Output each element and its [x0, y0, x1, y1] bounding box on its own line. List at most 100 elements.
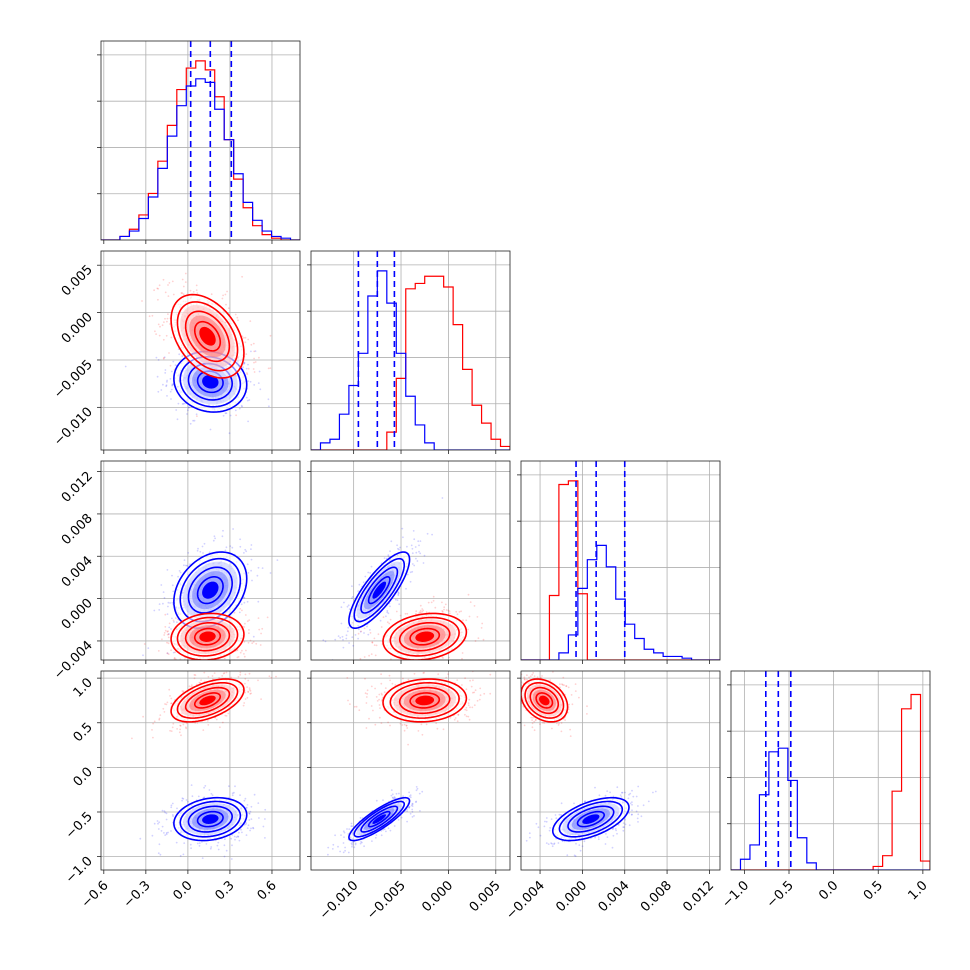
sample-point [191, 795, 194, 798]
sample-point [142, 654, 144, 657]
sample-point [170, 702, 173, 705]
contour-line [196, 576, 224, 605]
sample-point [346, 605, 349, 608]
sample-point [197, 795, 200, 798]
sample-point [201, 841, 203, 843]
sample-point [222, 672, 225, 675]
sample-point [409, 794, 412, 796]
sample-point [158, 609, 161, 611]
sample-point [482, 638, 485, 641]
sample-point [397, 547, 399, 550]
sample-point [378, 716, 381, 719]
sample-point [171, 617, 173, 620]
sample-point [383, 557, 386, 559]
sample-point [244, 677, 247, 680]
sample-point [164, 626, 167, 628]
sample-point [243, 641, 246, 643]
sample-point [215, 718, 218, 721]
sample-point [252, 342, 255, 345]
sample-point [363, 656, 366, 658]
sample-point [249, 639, 252, 642]
sample-point [248, 399, 251, 401]
sample-point [190, 784, 193, 786]
sample-point [152, 722, 155, 725]
sample-point [180, 734, 182, 737]
sample-point [246, 373, 249, 376]
sample-point [406, 573, 409, 576]
sample-point [409, 796, 412, 799]
sample-point [467, 628, 469, 631]
sample-point [224, 412, 227, 415]
sample-point [245, 396, 248, 399]
contour-line [173, 796, 248, 842]
sample-point [192, 291, 195, 293]
sample-point [241, 275, 244, 278]
sample-point [260, 632, 262, 635]
sample-point [237, 835, 239, 838]
contour-line [199, 695, 216, 706]
sample-point [164, 369, 167, 371]
sample-point [441, 610, 444, 612]
sample-point [250, 343, 253, 346]
sample-point [157, 828, 160, 830]
sample-point [415, 786, 418, 788]
contour-line [196, 810, 224, 828]
sample-point [269, 367, 272, 369]
sample-point [385, 830, 387, 833]
sample-point [168, 688, 171, 691]
sample-point [391, 793, 394, 796]
sample-point [400, 816, 403, 819]
sample-point [159, 853, 162, 856]
sample-point [385, 615, 387, 618]
sample-point [172, 722, 175, 725]
sample-point [198, 681, 201, 684]
sample-point [196, 665, 198, 667]
sample-point [388, 622, 391, 625]
sample-point [422, 562, 425, 564]
sample-point [397, 591, 400, 594]
sample-point [231, 794, 234, 797]
red-histogram [311, 275, 510, 450]
sample-point [239, 607, 242, 610]
sample-point [208, 551, 211, 554]
sample-point [250, 350, 252, 353]
sample-point [419, 611, 421, 613]
sample-point [224, 838, 226, 841]
sample-point [257, 566, 260, 569]
sample-point [163, 632, 166, 634]
sample-point [257, 617, 260, 619]
sample-point [415, 801, 417, 803]
sample-point [250, 692, 253, 695]
sample-point [170, 730, 173, 732]
sample-point [166, 701, 169, 704]
sample-point [245, 367, 248, 370]
sample-point [258, 356, 260, 359]
sample-point [178, 353, 181, 356]
sample-point [195, 413, 198, 416]
sample-point [169, 602, 172, 604]
sample-point [276, 559, 279, 561]
sample-point [209, 428, 212, 431]
sample-point [186, 564, 189, 567]
sample-point [257, 382, 260, 384]
sample-point [404, 673, 406, 675]
sample-point [240, 603, 243, 606]
sample-point [411, 563, 414, 565]
sample-point [217, 841, 220, 844]
panel-frame [100, 670, 301, 871]
sample-point [239, 673, 242, 676]
sample-point [357, 632, 360, 635]
sample-point [326, 665, 328, 667]
sample-point [170, 649, 173, 652]
sample-point [411, 810, 414, 813]
sample-point [244, 797, 247, 800]
sample-point [363, 632, 365, 634]
sample-point [243, 361, 246, 364]
sample-point [245, 353, 248, 355]
sample-point [411, 808, 414, 811]
sample-point [380, 626, 383, 628]
sample-point [165, 384, 168, 387]
sample-point [225, 303, 227, 306]
contour-line [170, 612, 245, 660]
sample-point [161, 809, 164, 812]
